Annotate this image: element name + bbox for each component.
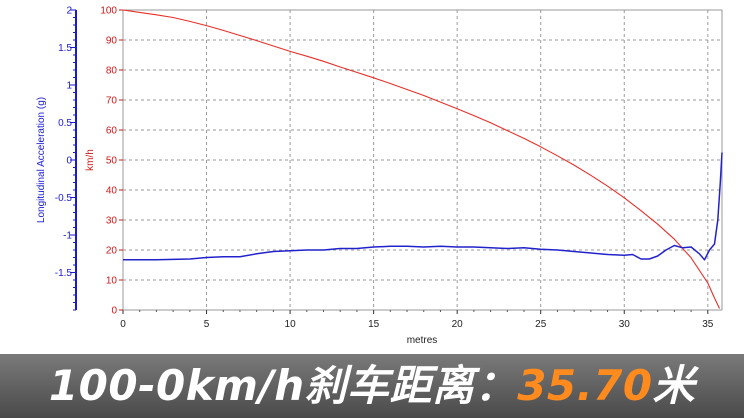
speed-axis-ticks: 0 10 20 30 40 50 60 70 80 90 100 [100,6,123,317]
accel-tick-label: 1 [66,81,72,92]
x-axis-ticks: 0 5 10 15 20 25 30 35 [120,310,714,330]
speed-tick-label: 40 [106,186,118,197]
x-tick-label: 10 [285,319,297,330]
x-tick-label: 5 [204,319,210,330]
speed-tick-label: 20 [106,246,118,257]
speed-tick-label: 60 [106,126,118,137]
speed-tick-label: 50 [106,156,118,167]
x-tick-label: 0 [120,319,126,330]
acceleration-axis-ticks: 2 1.5 1 0.5 0 -0.5 -1 -1.5 [55,6,76,311]
accel-tick-label: -1 [63,231,72,242]
x-tick-label: 15 [368,319,380,330]
caption-label: 100-0km/h刹车距离： [49,361,517,410]
speed-tick-label: 10 [106,276,118,287]
braking-chart: 2 1.5 1 0.5 0 -0.5 -1 -1.5 Longitudinal Acceler… [0,0,744,360]
speed-tick-label: 100 [100,6,117,17]
accel-tick-label: 0 [66,156,72,167]
caption-unit: 米 [653,361,696,410]
speed-tick-label: 80 [106,66,118,77]
braking-distance-value: 35.70 [517,361,652,410]
y-left-axis-label: Longitudinal Acceleration (g) [36,97,47,223]
y-right-axis-label: km/h [85,149,96,171]
accel-tick-label: 0.5 [58,118,72,129]
x-tick-label: 30 [619,319,631,330]
accel-tick-label: 2 [66,6,72,17]
x-tick-label: 20 [452,319,464,330]
accel-tick-label: 1.5 [58,43,72,54]
plot-area [123,10,722,310]
speed-tick-label: 70 [106,96,118,107]
braking-distance-caption: 100-0km/h刹车距离：35.70米 [0,358,744,414]
accel-tick-label: -1.5 [55,268,73,279]
speed-tick-label: 30 [106,216,118,227]
x-axis-label: metres [407,335,438,346]
accel-tick-label: -0.5 [55,193,73,204]
x-tick-label: 35 [702,319,714,330]
speed-tick-label: 90 [106,36,118,47]
x-tick-label: 25 [535,319,547,330]
speed-tick-label: 0 [111,306,117,317]
